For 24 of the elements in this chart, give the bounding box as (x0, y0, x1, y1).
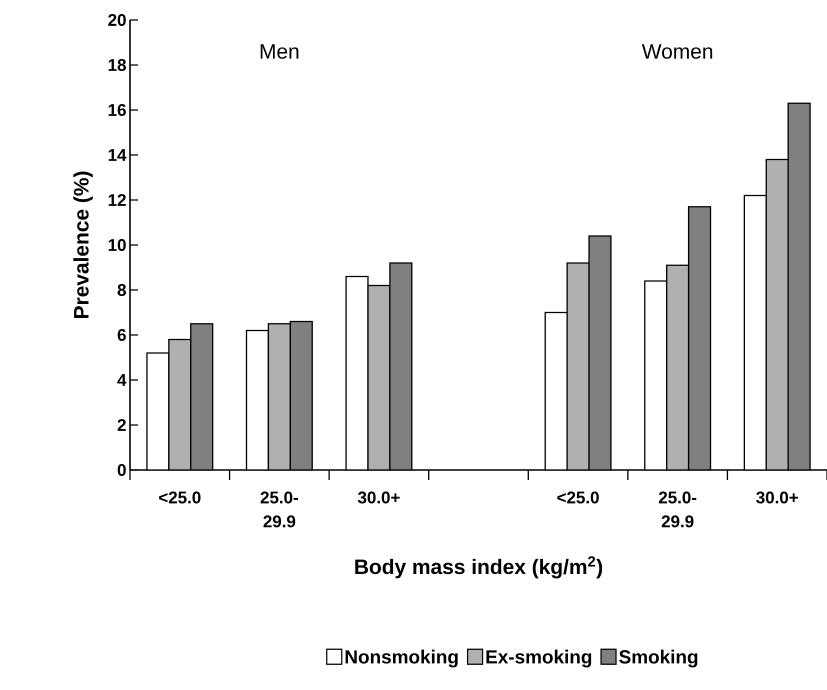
x-tick-label: <25.0 (557, 492, 599, 504)
legend-label: Ex-smoking (486, 650, 592, 668)
legend-label: Nonsmoking (346, 650, 458, 668)
y-tick-label: 14 (108, 149, 126, 161)
annotation: Men (260, 44, 298, 59)
y-tick-label: 12 (108, 194, 126, 206)
y-tick-label: 8 (118, 284, 126, 296)
x-tick-label: <25.0 (159, 492, 201, 504)
x-tick-label: 30.0+ (756, 492, 798, 504)
x-tick-label: 25.0-29.9 (260, 492, 298, 528)
y-tick-label: 4 (117, 374, 126, 386)
legend-label: Smoking (619, 650, 698, 668)
y-axis-title: Prevalence (%) (73, 172, 93, 318)
y-tick-label: 6 (118, 328, 126, 341)
annotation: Women (642, 44, 712, 59)
y-tick-label: 16 (108, 104, 126, 116)
x-axis-title: Body mass index (kg/m$^{2}$) (355, 556, 602, 578)
x-tick-label: 25.0-29.9 (658, 492, 696, 528)
y-tick-label: 18 (108, 58, 126, 71)
y-tick-label: 20 (108, 14, 126, 26)
y-tick-label: 10 (108, 238, 126, 251)
y-tick-label: 0 (118, 464, 126, 476)
x-tick-label: 30.0+ (358, 492, 400, 504)
y-tick-label: 2 (118, 419, 126, 431)
